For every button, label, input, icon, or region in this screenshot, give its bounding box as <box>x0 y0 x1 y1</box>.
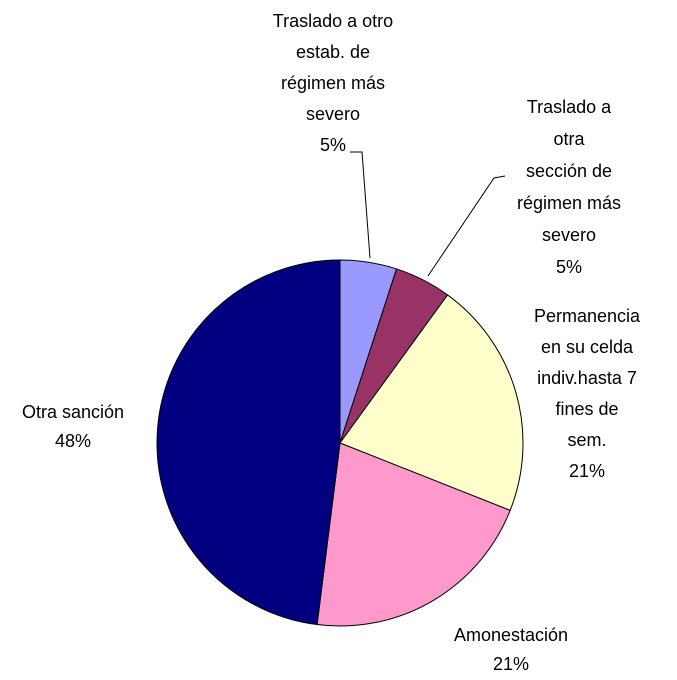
category-label: Otra sanción <box>21 402 125 422</box>
category-label: Traslado a otro estab. de régimen más se… <box>272 11 394 124</box>
slice-label: Traslado a otro estab. de régimen más se… <box>273 6 393 161</box>
slice-label: Traslado a otra sección de régimen más s… <box>515 91 623 283</box>
percent-label: 21% <box>492 654 530 674</box>
pie-slice <box>316 442 511 627</box>
percent-label: 5% <box>319 135 346 155</box>
slice-label: Otra sanción 48% <box>22 398 124 456</box>
percent-label: 48% <box>54 431 92 451</box>
category-label: Permanencia en su celda indiv.hasta 7 fi… <box>533 306 641 450</box>
leader-line <box>427 175 506 277</box>
pie-slice <box>156 259 341 626</box>
category-label: Amonestación <box>453 625 569 645</box>
percent-label: 21% <box>568 461 606 481</box>
pie-slice <box>339 294 524 512</box>
slice-label: Amonestación 21% <box>454 621 568 679</box>
percent-label: 5% <box>555 257 582 277</box>
category-label: Traslado a otra sección de régimen más s… <box>516 97 622 245</box>
slice-label: Permanencia en su celda indiv.hasta 7 fi… <box>534 301 640 487</box>
leader-line <box>350 151 371 259</box>
